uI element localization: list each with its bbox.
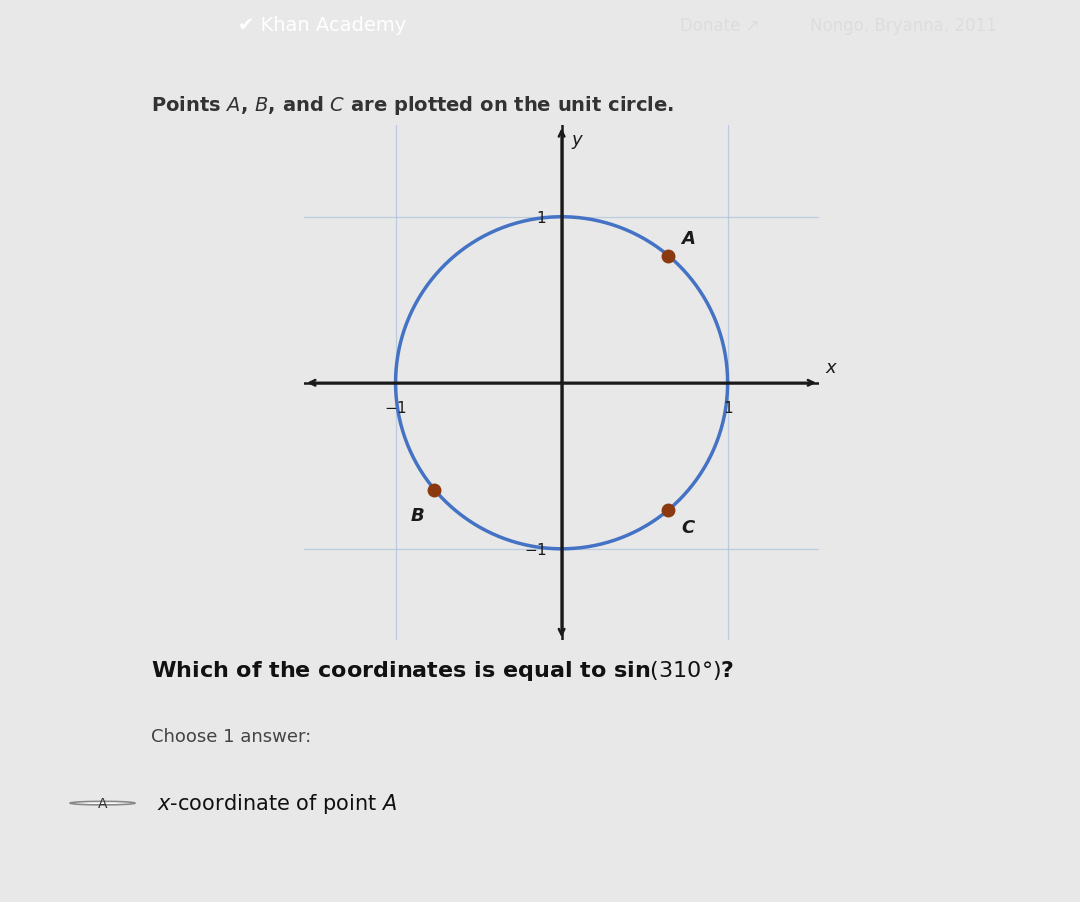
Text: A: A (98, 796, 107, 810)
Text: C: C (681, 519, 694, 537)
Text: y: y (571, 132, 582, 149)
Text: x: x (825, 359, 836, 377)
Text: Which of the coordinates is equal to $\mathdefault{sin}(310°)$?: Which of the coordinates is equal to $\m… (151, 658, 734, 683)
Text: Choose 1 answer:: Choose 1 answer: (151, 727, 311, 745)
Text: $x$-coordinate of point $\mathit{A}$: $x$-coordinate of point $\mathit{A}$ (157, 791, 396, 815)
Circle shape (70, 802, 135, 805)
Text: $-1$: $-1$ (524, 541, 546, 557)
Text: A: A (681, 230, 696, 248)
Text: $1$: $1$ (537, 209, 546, 226)
Text: B: B (410, 507, 424, 525)
Text: Donate ↗: Donate ↗ (680, 17, 760, 35)
Text: Nongo, Bryanna, 2011: Nongo, Bryanna, 2011 (810, 17, 997, 35)
Text: $1$: $1$ (723, 400, 732, 416)
Text: Points $\mathit{A}$, $\mathit{B}$, and $\mathit{C}$ are plotted on the unit circ: Points $\mathit{A}$, $\mathit{B}$, and $… (151, 94, 675, 117)
Text: ✔ Khan Academy: ✔ Khan Academy (238, 16, 406, 35)
Text: $-1$: $-1$ (384, 400, 407, 416)
